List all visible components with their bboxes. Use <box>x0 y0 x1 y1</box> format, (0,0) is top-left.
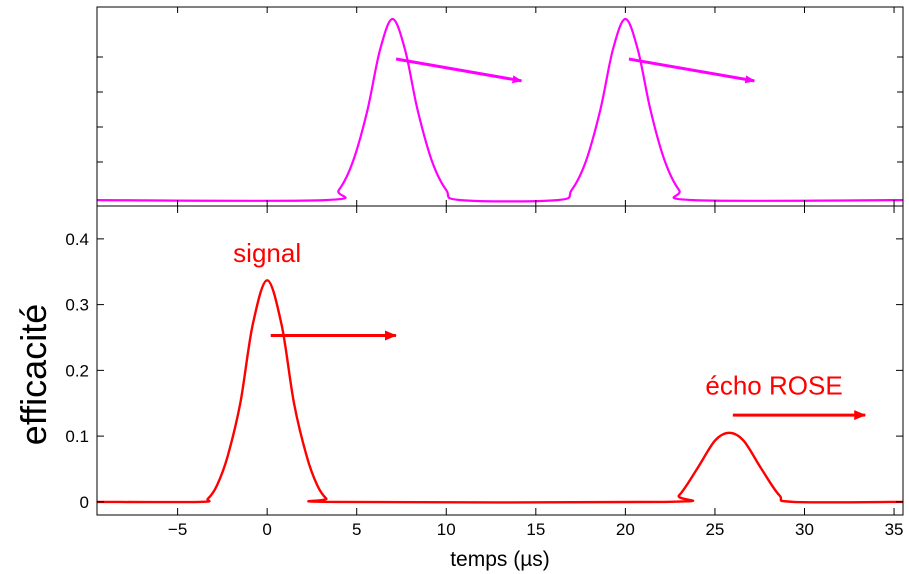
x-tick-label: −5 <box>168 520 187 539</box>
top-series-line <box>96 17 904 203</box>
top-arrow-layer <box>395 57 756 84</box>
x-tick-label: 35 <box>885 520 904 539</box>
top-curve-layer <box>96 17 904 203</box>
bottom-tick-layer <box>97 206 903 515</box>
y-axis-title: efficacité <box>13 304 54 445</box>
y-tick-label: 0.4 <box>65 230 89 249</box>
bottom-annotations: signal écho ROSE <box>233 238 843 401</box>
top-arrow-1 <box>395 57 523 84</box>
bottom-plot-frame <box>96 205 904 516</box>
x-tick-label: 15 <box>526 520 545 539</box>
bottom-series-line <box>96 279 904 504</box>
x-tick-label: 25 <box>705 520 724 539</box>
y-tick-label: 0.3 <box>65 296 89 315</box>
x-tick-label: 5 <box>352 520 361 539</box>
x-tick-label: 0 <box>262 520 271 539</box>
y-tick-label: 0.1 <box>65 427 89 446</box>
bottom-arrow-layer <box>270 330 867 421</box>
x-tick-label: 20 <box>616 520 635 539</box>
y-tick-label: 0 <box>80 493 89 512</box>
y-tick-label: 0.2 <box>65 361 89 380</box>
top-arrow-2 <box>628 57 756 84</box>
top-tick-layer <box>97 7 903 206</box>
bottom-curve-layer <box>96 279 904 504</box>
top-plot-frame <box>96 6 904 207</box>
top-panel <box>96 6 904 207</box>
bottom-tick-labels: −5 0 5 10 15 20 25 30 35 0 0.1 0.2 0.3 0.4 <box>65 230 903 539</box>
x-axis-title: temps (µs) <box>450 548 550 571</box>
bottom-panel: −5 0 5 10 15 20 25 30 35 0 0.1 0.2 0.3 0.4 signal écho… <box>65 205 904 539</box>
x-tick-label: 10 <box>437 520 456 539</box>
annotation-1: signal <box>233 238 301 268</box>
x-tick-label: 30 <box>795 520 814 539</box>
annotation-2: écho ROSE <box>705 371 842 401</box>
